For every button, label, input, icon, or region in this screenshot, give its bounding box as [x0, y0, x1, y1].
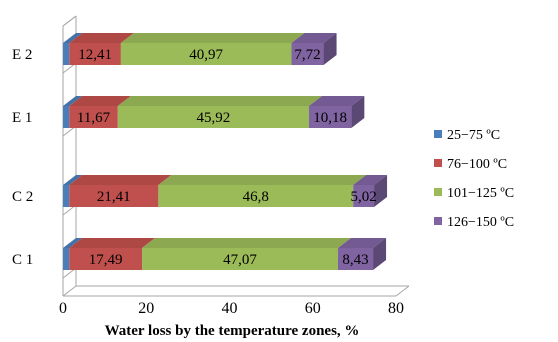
bar-top-face	[69, 175, 172, 185]
bar-top-face	[69, 96, 131, 106]
bar-side-face	[351, 96, 365, 128]
legend-entry: 76−100 ºC	[447, 157, 507, 172]
bar-front-face	[353, 185, 375, 207]
category-label: C 2	[12, 189, 33, 205]
bar-segment	[69, 33, 134, 65]
bar-segment	[158, 175, 367, 207]
data-label: 12,41	[78, 47, 112, 63]
bar-segment	[69, 96, 131, 128]
data-label: 45,92	[197, 110, 231, 126]
legend-entry: 126−150 ºC	[447, 215, 514, 230]
x-tick-label: 20	[138, 300, 154, 317]
data-label: 8,43	[342, 252, 368, 268]
legend-entry: 101−125 ºC	[447, 186, 514, 201]
bar-front-face	[69, 43, 121, 65]
bar-top-face	[291, 33, 337, 43]
bar-front-face	[63, 106, 70, 128]
legend-swatch	[434, 159, 442, 167]
bar-front-face	[308, 106, 352, 128]
data-label: 47,07	[223, 252, 257, 268]
bar-front-face	[291, 43, 324, 65]
x-axis-title: Water loss by the temperature zones, %	[105, 323, 360, 339]
bar-side-face	[323, 33, 337, 65]
bar-segment	[142, 238, 351, 270]
bar-front-face	[337, 248, 374, 270]
bar-segment	[63, 238, 83, 270]
bar-front-face	[69, 185, 159, 207]
bar-front-face	[158, 185, 354, 207]
bar-top-face	[69, 238, 156, 248]
bar-segment	[117, 96, 322, 128]
bar-segment	[308, 96, 365, 128]
x-tick-label: 40	[222, 300, 238, 317]
bar-top-face	[337, 238, 387, 248]
bar-top-face	[158, 175, 367, 185]
bar-front-face	[63, 248, 70, 270]
bars-group: 17,49 47,07 8,43 21,41 46,8 5,02 11,67 45,92 10,…	[63, 33, 388, 270]
category-label: C 1	[12, 252, 33, 268]
bar-top-face	[63, 238, 83, 248]
floor-left-edge	[62, 285, 77, 297]
bar-front-face	[69, 248, 143, 270]
bar-front-face	[69, 106, 118, 128]
bar-segment	[69, 175, 172, 207]
bar-front-face	[117, 106, 309, 128]
bar-top-face	[117, 96, 322, 106]
bar-top-face	[353, 175, 388, 185]
bar-segment	[63, 175, 83, 207]
data-label: 46,8	[243, 189, 269, 205]
data-label: 21,41	[97, 189, 131, 205]
category-tick-mark	[62, 15, 77, 27]
bar-top-face	[63, 175, 83, 185]
legend-swatch	[434, 188, 442, 196]
bar-top-face	[308, 96, 365, 106]
data-label: 11,67	[77, 110, 111, 126]
bar-front-face	[63, 185, 70, 207]
bar-top-face	[69, 33, 134, 43]
category-label: E 1	[12, 110, 32, 126]
floor-right-edge	[395, 285, 410, 297]
bar-top-face	[63, 33, 83, 43]
data-label: 40,97	[189, 47, 223, 63]
bar-top-face	[63, 96, 83, 106]
x-tick-label: 80	[388, 300, 404, 317]
bar-top-face	[142, 238, 351, 248]
bar-segment	[63, 96, 83, 128]
x-tick-labels: 0 20 40 60 80	[59, 300, 404, 317]
bar-top-face	[120, 33, 305, 43]
legend-swatch	[434, 130, 442, 138]
category-labels: C 1 C 2 E 1 E 2	[12, 47, 33, 268]
bar-segment	[120, 33, 305, 65]
x-tick-label: 60	[305, 300, 321, 317]
legend-entry: 25−75 ºC	[447, 128, 500, 143]
category-label: E 2	[12, 47, 32, 63]
bar-side-face	[374, 175, 388, 207]
legend: 25−75 ºC 76−100 ºC 101−125 ºC 126−150 ºC	[434, 128, 514, 230]
bar-segment	[337, 238, 387, 270]
bar-front-face	[142, 248, 338, 270]
bar-segment	[291, 33, 337, 65]
bar-front-face	[120, 43, 292, 65]
data-label: 10,18	[313, 110, 347, 126]
legend-swatch	[434, 217, 442, 225]
data-label: 17,49	[89, 252, 123, 268]
bar-segment	[63, 33, 83, 65]
bar-segment	[353, 175, 388, 207]
data-label: 7,72	[294, 47, 320, 63]
data-label: 5,02	[350, 189, 376, 205]
bar-segment	[69, 238, 156, 270]
x-tick-label: 0	[59, 300, 67, 317]
bar-side-face	[373, 238, 387, 270]
bar-front-face	[63, 43, 70, 65]
